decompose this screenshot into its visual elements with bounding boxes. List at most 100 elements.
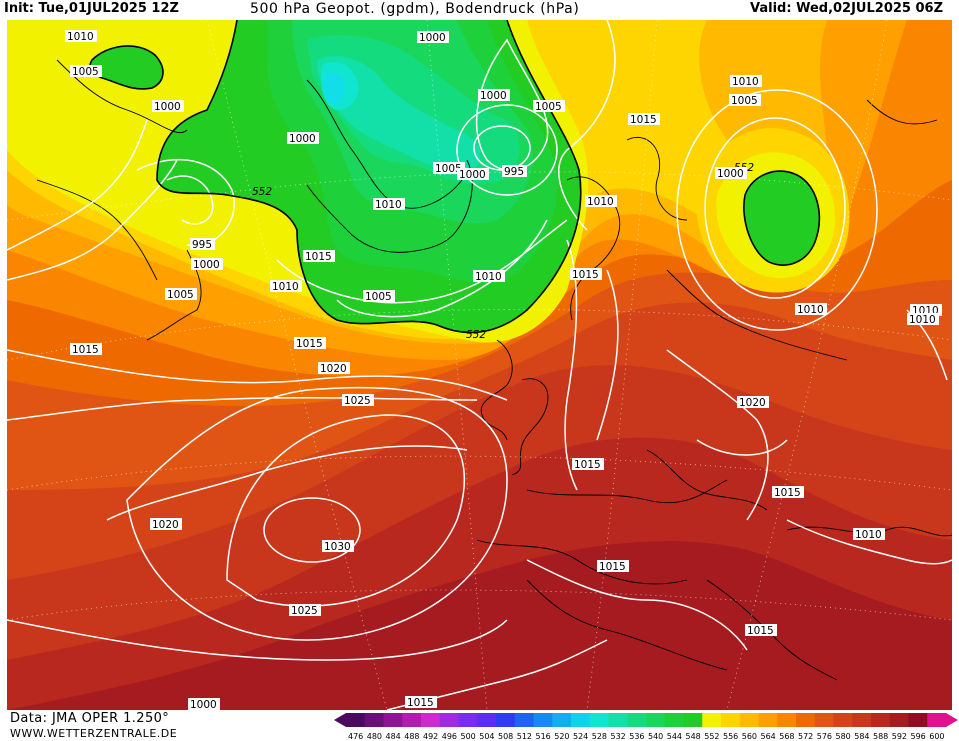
svg-text:1015: 1015: [599, 561, 626, 573]
color-scale-label: 520: [554, 732, 569, 741]
svg-text:1000: 1000: [459, 169, 486, 181]
isobar-labels: 1010 1005 1000 552 1000 1005 1000 1000 1005 1010 9…: [65, 30, 942, 710]
isobar-1030-high: [263, 497, 361, 563]
color-scale-label: 536: [629, 732, 644, 741]
svg-text:1015: 1015: [630, 114, 657, 126]
isobar-label: 1015: [745, 624, 777, 637]
color-scale-right-arrow: [946, 713, 958, 727]
svg-text:1005: 1005: [535, 101, 562, 113]
svg-text:1010: 1010: [587, 196, 614, 208]
color-scale-label: 576: [817, 732, 832, 741]
svg-text:552: 552: [252, 186, 272, 198]
color-scale-swatch: [646, 713, 666, 727]
color-scale-label: 528: [592, 732, 607, 741]
svg-text:552: 552: [466, 329, 486, 341]
isobar-label: 1010: [907, 313, 939, 326]
svg-text:1015: 1015: [774, 487, 801, 499]
isobar-label: 1015: [597, 560, 629, 573]
color-scale-label: 496: [442, 732, 457, 741]
svg-text:1030: 1030: [324, 541, 351, 553]
isobar-label: 995: [190, 238, 215, 251]
isobar-label: 1015: [405, 696, 437, 709]
color-scale-label: 484: [386, 732, 401, 741]
svg-text:1010: 1010: [475, 271, 502, 283]
map-header: Init: Tue,01JUL2025 12Z 500 hPa Geopot. …: [0, 0, 959, 20]
color-scale-swatch: [758, 713, 778, 727]
svg-text:1000: 1000: [419, 32, 446, 44]
color-scale-swatch: [458, 713, 478, 727]
isobar-label: 1000: [152, 100, 184, 113]
svg-text:1015: 1015: [305, 251, 332, 263]
height-band-548-russia: [743, 171, 820, 266]
isobar-label: 1015: [70, 343, 102, 356]
color-scale-swatch: [627, 713, 647, 727]
isobars: [7, 20, 952, 710]
svg-text:1010: 1010: [67, 31, 94, 43]
color-scale-swatch: [908, 713, 928, 727]
isobar-label: 1005: [363, 290, 395, 303]
isobar-label: 1015: [628, 113, 660, 126]
contour-552: [156, 20, 582, 334]
color-scale-swatch: [383, 713, 403, 727]
svg-text:995: 995: [504, 166, 524, 178]
color-scale-swatch: [421, 713, 441, 727]
color-scale-swatch: [496, 713, 516, 727]
contour-552-russia: [743, 170, 821, 266]
svg-text:1010: 1010: [272, 281, 299, 293]
isobar-label: 1030: [322, 540, 354, 553]
isobar-label: 1010: [585, 195, 617, 208]
color-scale-swatch: [552, 713, 572, 727]
svg-text:1015: 1015: [747, 625, 774, 637]
svg-text:1000: 1000: [154, 101, 181, 113]
color-scale-label: 480: [367, 732, 382, 741]
color-scale-label: 512: [517, 732, 532, 741]
color-scale-swatch: [346, 713, 366, 727]
valid-time: Valid: Wed,02JUL2025 06Z: [750, 1, 943, 16]
isobar-label: 1000: [478, 89, 510, 102]
isobar-label: 1000: [715, 167, 747, 180]
svg-text:1015: 1015: [407, 697, 434, 709]
isobar-label: 1020: [318, 362, 350, 375]
isobar-label: 1005: [533, 100, 565, 113]
svg-text:1015: 1015: [296, 338, 323, 350]
isobar-label: 1010: [795, 303, 827, 316]
svg-text:1000: 1000: [190, 699, 217, 710]
color-scale-swatch: [702, 713, 722, 727]
isobar-label: 995: [502, 165, 527, 178]
isobar-label: 1005: [729, 94, 761, 107]
svg-text:1020: 1020: [739, 397, 766, 409]
svg-text:1005: 1005: [731, 95, 758, 107]
color-scale-swatch: [608, 713, 628, 727]
svg-text:1000: 1000: [193, 259, 220, 271]
color-scale-label: 476: [348, 732, 363, 741]
svg-text:1010: 1010: [797, 304, 824, 316]
isobar-label: 1015: [570, 268, 602, 281]
color-scale-swatch: [533, 713, 553, 727]
color-scale-swatch: [571, 713, 591, 727]
height-band-524: [323, 73, 345, 103]
color-scale-label: 540: [648, 732, 663, 741]
isobar-label: 1010: [730, 75, 762, 88]
svg-text:1020: 1020: [152, 519, 179, 531]
color-scale-swatch: [721, 713, 741, 727]
isobar-label: 1010: [65, 30, 97, 43]
isobar-label: 552: [466, 329, 486, 341]
color-scale-label: 556: [723, 732, 738, 741]
color-scale-swatch: [664, 713, 684, 727]
svg-text:1010: 1010: [855, 529, 882, 541]
color-scale-label: 516: [536, 732, 551, 741]
svg-text:1005: 1005: [167, 289, 194, 301]
color-scale-swatch: [364, 713, 384, 727]
svg-text:1005: 1005: [72, 66, 99, 78]
svg-text:1000: 1000: [480, 90, 507, 102]
isobar-label: 1015: [772, 486, 804, 499]
isobar-label: 1025: [289, 604, 321, 617]
height-band-548-west: [90, 45, 163, 89]
color-scale-swatch: [589, 713, 609, 727]
data-source: Data: JMA OPER 1.250°: [10, 711, 170, 726]
color-scale-label: 580: [836, 732, 851, 741]
isobar-label: 1000: [287, 132, 319, 145]
map-title: 500 hPa Geopot. (gpdm), Bodendruck (hPa): [250, 1, 580, 17]
color-scale-label: 548: [686, 732, 701, 741]
color-scale-label: 532: [611, 732, 626, 741]
